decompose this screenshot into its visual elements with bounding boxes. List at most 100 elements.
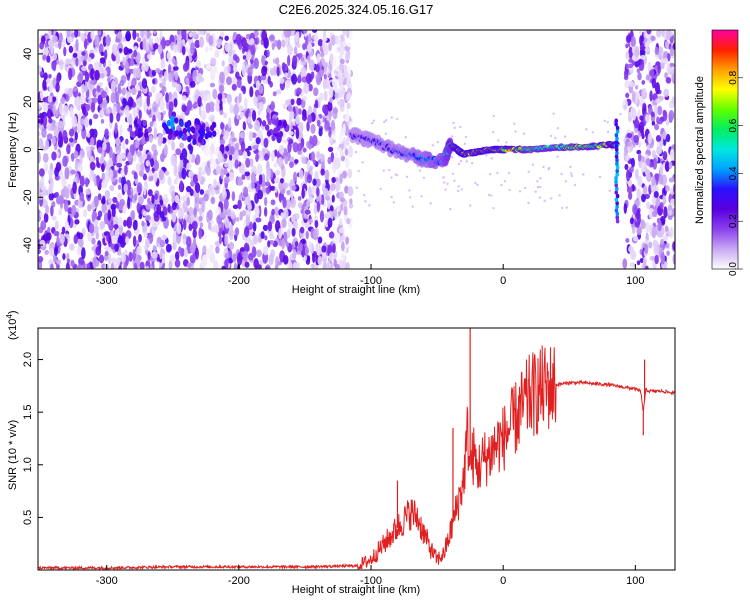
noise-cell <box>231 83 237 91</box>
noise-cell <box>126 189 131 196</box>
noise-cell <box>316 151 320 158</box>
noise-cell <box>556 127 560 130</box>
noise-cell <box>657 63 661 75</box>
noise-cell <box>349 198 353 205</box>
noise-cell <box>190 180 195 187</box>
noise-cell <box>62 129 68 142</box>
noise-cell <box>68 128 75 137</box>
noise-cell <box>81 51 86 56</box>
noise-cell <box>147 53 152 60</box>
noise-cell <box>651 111 655 118</box>
noise-cell <box>229 104 234 114</box>
noise-cell <box>313 205 318 215</box>
noise-cell <box>309 165 314 171</box>
noise-cell <box>241 174 246 181</box>
noise-cell <box>279 177 284 184</box>
noise-cell <box>132 235 137 248</box>
noise-cell <box>420 195 423 198</box>
noise-cell <box>224 162 229 168</box>
signal-cluster-cell <box>186 119 192 127</box>
noise-cell <box>664 161 670 173</box>
noise-cell <box>234 142 240 152</box>
signal-cluster-cell <box>178 130 183 137</box>
noise-cell <box>198 167 203 172</box>
noise-cell <box>152 101 158 113</box>
noise-cell <box>135 67 141 79</box>
noise-cell <box>297 42 301 49</box>
noise-cell <box>344 51 350 61</box>
noise-cell <box>222 98 227 104</box>
noise-cell <box>195 76 200 83</box>
colorbar: 0.0 0.2 0.4 0.6 0.8 Normalized spectral ampl… <box>694 29 743 276</box>
noise-cell <box>256 163 263 176</box>
noise-cell <box>145 32 152 38</box>
noise-cell <box>247 116 252 124</box>
noise-cell <box>641 133 645 140</box>
noise-cell <box>56 263 60 269</box>
noise-cell <box>151 50 156 56</box>
noise-cell <box>66 258 71 264</box>
noise-cell <box>278 227 282 240</box>
noise-cell <box>173 164 178 177</box>
noise-cell <box>38 232 41 240</box>
noise-cell <box>223 168 228 176</box>
noise-cell <box>115 137 121 146</box>
colorbar-tick-label: 0.6 <box>728 118 739 132</box>
x-tick-label: -200 <box>228 275 250 287</box>
noise-cell <box>341 234 345 241</box>
noise-cell <box>159 199 164 206</box>
noise-cell <box>429 202 432 205</box>
noise-cell <box>276 39 282 50</box>
y-tick-label: 40 <box>22 48 34 60</box>
noise-cell <box>220 168 224 180</box>
noise-cell <box>333 157 340 170</box>
noise-cell <box>144 239 150 247</box>
noise-cell <box>368 204 371 207</box>
noise-cell <box>489 194 493 197</box>
noise-cell <box>190 80 196 88</box>
noise-cell <box>628 191 633 200</box>
noise-cell <box>146 94 150 107</box>
noise-cell <box>246 237 251 245</box>
noise-cell <box>194 247 199 260</box>
noise-cell <box>220 121 225 131</box>
noise-cell <box>627 141 633 147</box>
noise-cell <box>668 161 673 170</box>
noise-cell <box>171 201 177 211</box>
noise-cell <box>198 227 203 240</box>
noise-cell <box>56 236 60 246</box>
noise-cell <box>171 212 177 223</box>
noise-cell <box>78 257 84 266</box>
noise-cell <box>256 129 263 138</box>
noise-cell <box>342 199 348 208</box>
noise-cell <box>659 163 664 177</box>
noise-cell <box>239 111 245 119</box>
noise-cell <box>52 103 56 116</box>
noise-cell <box>329 97 333 104</box>
noise-cell <box>244 261 250 268</box>
noise-cell <box>111 235 118 245</box>
noise-cell <box>547 167 550 171</box>
noise-cell <box>229 146 235 155</box>
noise-cell <box>87 203 92 212</box>
noise-cell <box>296 31 300 37</box>
noise-cell <box>317 39 323 47</box>
noise-cell <box>348 145 354 158</box>
noise-cell <box>94 35 99 47</box>
noise-cell <box>257 189 264 200</box>
snr-y-exponent: (x104) <box>5 310 19 340</box>
noise-cell <box>143 184 147 196</box>
signal-cluster-cell <box>178 120 184 127</box>
noise-cell <box>327 217 333 229</box>
y-tick-label: -40 <box>22 237 34 253</box>
noise-cell <box>299 226 305 234</box>
noise-cell <box>140 162 145 171</box>
noise-cell <box>131 87 137 96</box>
noise-cell <box>630 36 637 48</box>
noise-cell <box>641 80 646 85</box>
noise-cell <box>308 241 313 253</box>
noise-cell <box>305 72 312 85</box>
signal-cluster-cell <box>266 130 272 137</box>
noise-cell <box>135 162 141 173</box>
noise-cell <box>61 38 66 48</box>
